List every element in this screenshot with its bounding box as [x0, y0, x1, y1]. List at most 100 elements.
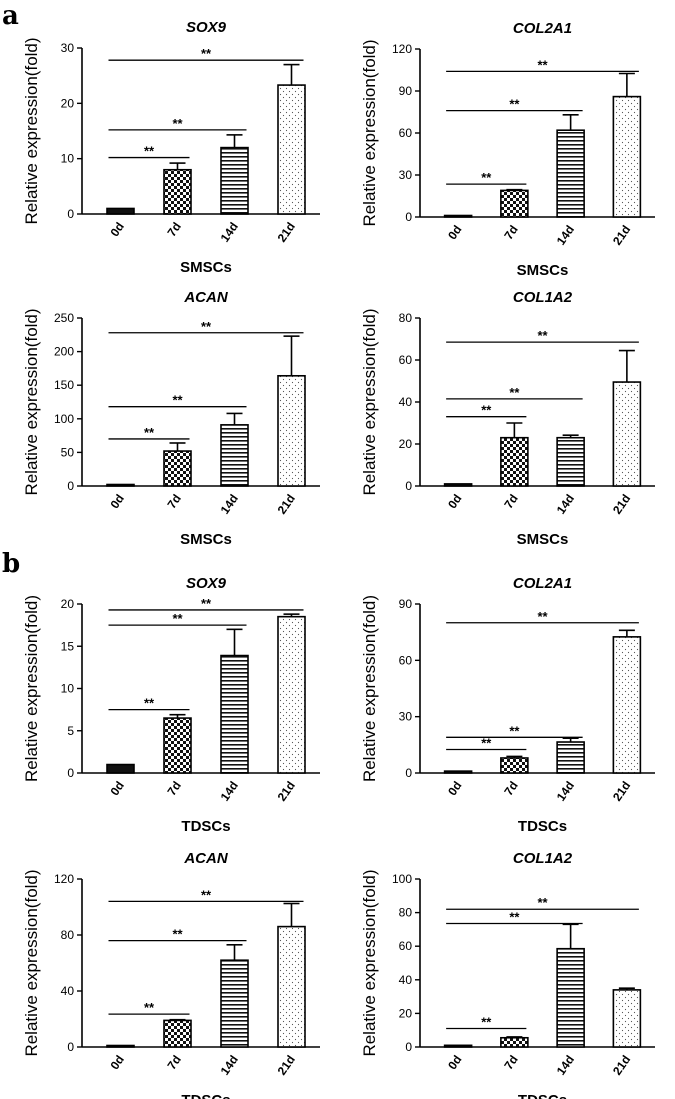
y-tick-label: 20: [399, 437, 413, 451]
x-axis-label: SMSCs: [180, 259, 232, 276]
significance-label: **: [144, 144, 155, 159]
panel-label-a: a: [2, 1, 19, 31]
y-tick-label: 20: [399, 1006, 413, 1020]
significance-label: **: [144, 1000, 155, 1015]
y-tick-label: 120: [54, 872, 74, 886]
chart-b-col2a1: COL2A1 Relative expression(fold) 0 30 60 90 0d…: [360, 575, 655, 835]
y-tick-label: 0: [67, 1040, 74, 1054]
chart-title: COL2A1: [513, 20, 572, 37]
significance-label: **: [509, 723, 520, 738]
significance-label: **: [201, 887, 212, 902]
y-tick-label: 60: [399, 653, 413, 667]
x-tick-label: 21d: [610, 1053, 633, 1078]
chart-title: COL1A2: [513, 289, 573, 306]
x-tick-label: 14d: [554, 223, 577, 248]
bar-14d: [220, 424, 249, 487]
significance-label: **: [481, 1015, 492, 1030]
y-tick-label: 0: [67, 207, 74, 221]
chart-a-col2a1: COL2A1 Relative expression(fold) 0 30 60 90 12…: [360, 20, 655, 279]
y-tick-label: 20: [61, 96, 75, 110]
x-tick-label: 14d: [218, 220, 241, 245]
y-tick-label: 30: [399, 710, 413, 724]
y-tick-label: 0: [67, 766, 74, 780]
x-tick-label: 21d: [610, 492, 633, 517]
bar-0d: [443, 214, 473, 218]
bar-0d: [106, 207, 135, 215]
y-tick-label: 80: [399, 311, 413, 325]
bar-21d: [277, 925, 306, 1048]
significance-label: **: [537, 609, 548, 624]
x-axis-label: TDSCs: [181, 818, 230, 835]
y-axis-label: Relative expression(fold): [360, 39, 379, 226]
bar-7d: [163, 717, 192, 774]
x-tick-label: 14d: [218, 1053, 241, 1078]
significance-label: **: [172, 116, 183, 131]
significance-label: **: [201, 46, 212, 61]
y-tick-label: 0: [405, 1040, 412, 1054]
x-tick-label: 14d: [554, 1053, 577, 1078]
chart-title: COL1A2: [513, 850, 573, 867]
x-tick-label: 7d: [164, 492, 184, 512]
significance-label: **: [509, 97, 520, 112]
y-tick-label: 40: [61, 984, 75, 998]
significance-label: **: [481, 736, 492, 751]
significance-label: **: [201, 596, 212, 611]
y-tick-label: 80: [399, 906, 413, 920]
significance-label: **: [172, 611, 183, 626]
y-tick-label: 250: [54, 311, 74, 325]
significance-label: **: [537, 895, 548, 910]
bar-0d: [106, 1044, 135, 1048]
y-tick-label: 40: [399, 395, 413, 409]
x-axis-label: SMSCs: [180, 531, 232, 548]
x-tick-label: 0d: [445, 1053, 465, 1073]
x-tick-label: 7d: [501, 1053, 521, 1073]
significance-label: **: [537, 328, 548, 343]
x-axis-label: SMSCs: [517, 262, 569, 279]
y-tick-label: 10: [61, 152, 75, 166]
significance-label: **: [172, 393, 183, 408]
y-tick-label: 50: [61, 445, 75, 459]
y-axis-label: Relative expression(fold): [360, 595, 379, 782]
bar-7d: [500, 757, 529, 774]
bar-14d: [220, 959, 249, 1048]
bar-7d: [500, 189, 529, 218]
y-tick-label: 0: [405, 479, 412, 493]
y-tick-label: 5: [67, 724, 74, 738]
chart-title: ACAN: [183, 850, 228, 867]
bar-7d: [163, 1019, 192, 1048]
y-tick-label: 60: [399, 939, 413, 953]
x-axis-label: TDSCs: [518, 1092, 567, 1099]
significance-label: **: [537, 57, 548, 72]
x-tick-label: 7d: [164, 779, 184, 799]
x-tick-label: 0d: [445, 223, 465, 243]
x-tick-label: 0d: [107, 492, 127, 512]
y-axis-label: Relative expression(fold): [22, 595, 41, 782]
bar-7d: [163, 450, 192, 487]
significance-label: **: [481, 170, 492, 185]
x-tick-label: 7d: [501, 779, 521, 799]
x-tick-label: 21d: [275, 220, 298, 245]
bar-0d: [443, 1044, 473, 1048]
significance-label: **: [172, 927, 183, 942]
chart-title: COL2A1: [513, 575, 572, 592]
y-tick-label: 100: [54, 412, 74, 426]
y-tick-label: 40: [399, 973, 413, 987]
y-tick-label: 120: [392, 42, 412, 56]
chart-a-sox9: SOX9 Relative expression(fold) 0 10 20 30 0d 7d…: [22, 19, 320, 276]
y-tick-label: 60: [399, 126, 413, 140]
bar-0d: [443, 483, 473, 487]
x-axis-label: SMSCs: [517, 531, 569, 548]
bar-0d: [106, 763, 135, 774]
x-tick-label: 14d: [554, 492, 577, 517]
y-tick-label: 30: [61, 41, 75, 55]
x-tick-label: 0d: [445, 492, 465, 512]
chart-b-sox9: SOX9 Relative expression(fold) 0 5 10 15 20 0d 7…: [22, 575, 320, 835]
bar-21d: [277, 84, 306, 215]
y-tick-label: 10: [61, 682, 75, 696]
x-tick-label: 7d: [164, 220, 184, 240]
significance-label: **: [509, 910, 520, 925]
bar-21d: [277, 374, 306, 487]
x-axis-label: TDSCs: [181, 1092, 230, 1099]
x-tick-label: 14d: [554, 779, 577, 804]
bar-21d: [612, 381, 642, 487]
